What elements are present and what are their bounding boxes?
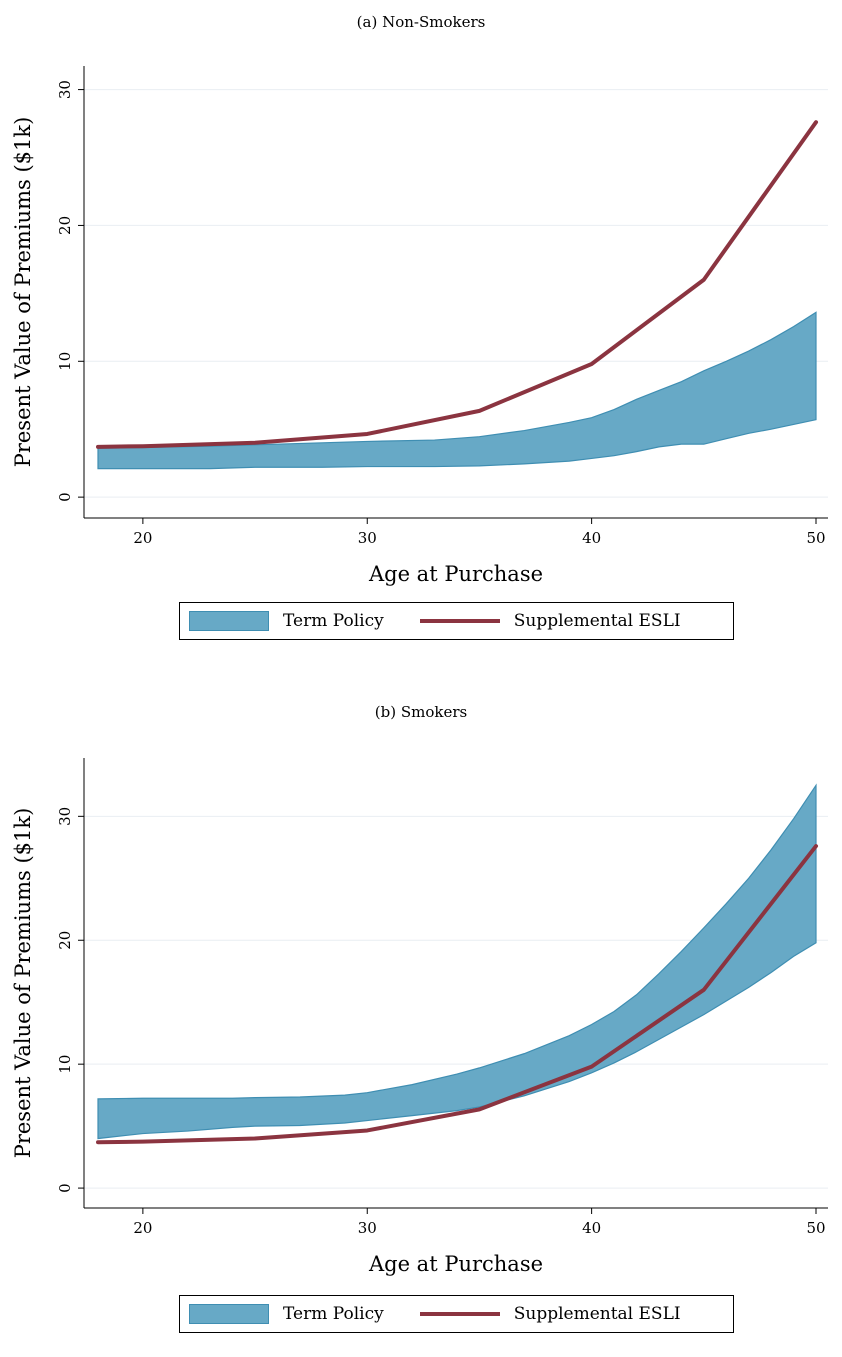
chart-title: (b) Smokers <box>374 703 468 721</box>
x-tick-label: 50 <box>806 529 825 547</box>
legend-swatch-supplemental-esli <box>419 1312 500 1316</box>
series-area-term-policy <box>97 311 817 470</box>
y-tick-label: 10 <box>56 352 74 371</box>
y-axis-title: Present Value of Premiums ($1k) <box>11 808 35 1159</box>
chart-legend: Term Policy Supplemental ESLI <box>179 602 734 640</box>
y-tick-label: 20 <box>56 216 74 235</box>
x-tick-label: 40 <box>582 529 601 547</box>
legend-swatch-supplemental-esli <box>419 619 500 623</box>
series-area-term-policy <box>97 783 817 1140</box>
legend-swatch-term-policy <box>189 1304 269 1324</box>
legend-label-term-policy: Term Policy <box>283 1304 384 1324</box>
x-tick-label: 50 <box>806 1219 825 1237</box>
y-tick-label: 30 <box>56 807 74 826</box>
chart-plot-non-smokers: 20 30 40 50 0 10 20 30 Age at Purchase Present Va… <box>11 66 828 586</box>
chart-title: (a) Non-Smokers <box>356 13 486 31</box>
series-line-supplemental-esli <box>96 120 818 449</box>
x-tick-label: 30 <box>358 1219 377 1237</box>
x-axis-title: Age at Purchase <box>368 1252 543 1276</box>
x-axis-title: Age at Purchase <box>368 562 543 586</box>
legend-label-supplemental-esli: Supplemental ESLI <box>513 1304 681 1324</box>
x-tick-label: 40 <box>582 1219 601 1237</box>
x-tick-label: 20 <box>133 529 152 547</box>
y-tick-label: 10 <box>56 1055 74 1074</box>
chart-panel-non-smokers: (a) Non-Smokers 20 30 40 50 0 10 20 30 Age at Pu… <box>0 0 842 660</box>
legend-swatch-term-policy <box>189 611 269 631</box>
legend-label-supplemental-esli: Supplemental ESLI <box>513 611 681 631</box>
chart-panel-smokers: (b) Smokers 20 30 40 50 0 10 20 30 Age at Purcha… <box>0 678 842 1338</box>
y-tick-label: 0 <box>56 1183 74 1193</box>
y-axis-title: Present Value of Premiums ($1k) <box>11 117 35 468</box>
y-tick-label: 30 <box>56 80 74 99</box>
chart-plot-smokers: 20 30 40 50 0 10 20 30 Age at Purchase Present Va… <box>11 758 828 1276</box>
legend-label-term-policy: Term Policy <box>283 611 384 631</box>
x-tick-label: 30 <box>358 529 377 547</box>
series-line-supplemental-esli <box>96 844 818 1145</box>
chart-legend: Term Policy Supplemental ESLI <box>179 1295 734 1333</box>
x-tick-label: 20 <box>133 1219 152 1237</box>
y-tick-label: 0 <box>56 492 74 502</box>
y-tick-label: 20 <box>56 931 74 950</box>
